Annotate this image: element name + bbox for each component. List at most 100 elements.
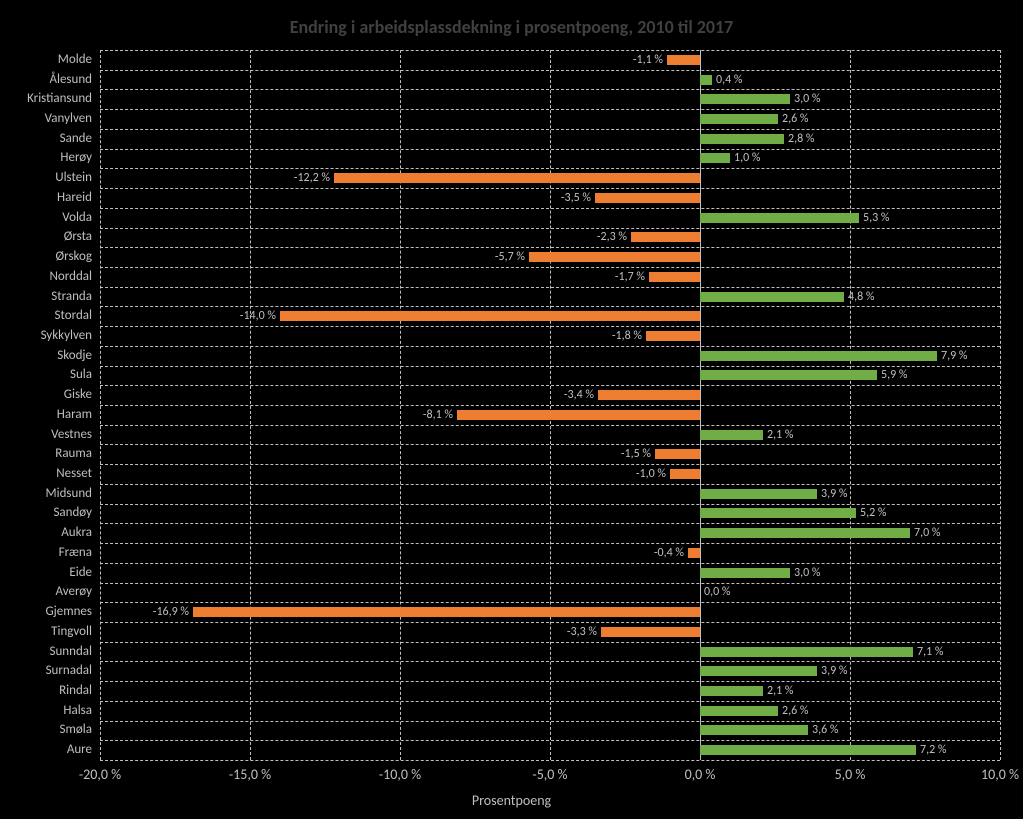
data-label: -3,5 % (561, 192, 591, 204)
data-label: -1,0 % (636, 468, 666, 480)
y-axis-label: Norddal (50, 271, 92, 283)
bar-positive (700, 647, 913, 657)
data-label: 7,2 % (920, 744, 946, 756)
y-gridline (100, 484, 1000, 485)
data-label: -5,7 % (495, 251, 525, 263)
y-gridline (100, 681, 1000, 682)
data-label: -14,0 % (240, 310, 276, 322)
bar-positive (700, 568, 790, 578)
data-label: 0,0 % (704, 586, 730, 598)
data-label: 2,8 % (788, 133, 814, 145)
x-axis-title: Prosentpoeng (0, 792, 1023, 809)
y-gridline (100, 425, 1000, 426)
y-axis-label: Rauma (55, 448, 92, 460)
y-axis-label: Ålesund (49, 74, 92, 86)
data-label: 3,0 % (794, 93, 820, 105)
bar-positive (700, 706, 778, 716)
bar-positive (700, 686, 763, 696)
y-gridline (100, 326, 1000, 327)
data-label: 5,2 % (860, 507, 886, 519)
y-gridline (100, 583, 1000, 584)
data-label: 2,6 % (782, 113, 808, 125)
bar-negative (688, 548, 700, 558)
y-axis-label: Surnadal (46, 665, 92, 677)
y-axis-label: Halsa (63, 705, 92, 717)
y-gridline (100, 50, 1000, 51)
bar-positive (700, 153, 730, 163)
x-tick-label: 5,0 % (835, 766, 866, 783)
y-axis-label: Ulstein (55, 172, 92, 184)
y-axis-label: Nesset (56, 468, 92, 480)
data-label: -1,7 % (615, 271, 645, 283)
bar-positive (700, 489, 817, 499)
y-axis-label: Skodje (57, 350, 92, 362)
y-gridline (100, 188, 1000, 189)
y-gridline (100, 760, 1000, 761)
x-tick-label: 10,0 % (981, 766, 1019, 783)
y-axis-label: Averøy (55, 586, 92, 598)
data-label: 3,9 % (821, 488, 847, 500)
y-axis-label: Hareid (57, 192, 92, 204)
bar-positive (700, 725, 808, 735)
y-axis-label: Sandøy (53, 507, 92, 519)
y-axis-label: Stranda (51, 291, 92, 303)
bar-positive (700, 75, 712, 85)
bar-negative (631, 232, 700, 242)
y-gridline (100, 287, 1000, 288)
bar-positive (700, 134, 784, 144)
data-label: 3,0 % (794, 567, 820, 579)
y-gridline (100, 740, 1000, 741)
chart-container: Endring i arbeidsplassdekning i prosentp… (0, 0, 1023, 819)
data-label: 4,8 % (848, 291, 874, 303)
bar-positive (700, 370, 877, 380)
bar-negative (193, 607, 700, 617)
y-gridline (100, 346, 1000, 347)
data-label: 2,1 % (767, 685, 793, 697)
bar-positive (700, 430, 763, 440)
y-gridline (100, 504, 1000, 505)
y-gridline (100, 543, 1000, 544)
y-axis-label: Eide (69, 567, 92, 579)
data-label: -3,4 % (564, 389, 594, 401)
bar-negative (649, 272, 700, 282)
y-gridline (100, 444, 1000, 445)
bar-positive (700, 528, 910, 538)
y-axis-label: Tingvoll (51, 626, 92, 638)
bar-negative (646, 331, 700, 341)
y-axis-label: Aukra (61, 527, 92, 539)
bar-negative (280, 311, 700, 321)
bar-positive (700, 292, 844, 302)
bar-negative (667, 55, 700, 65)
bar-negative (598, 390, 700, 400)
bar-negative (670, 469, 700, 479)
x-tick-label: -20,0 % (79, 766, 121, 783)
y-axis-label: Herøy (60, 152, 92, 164)
y-axis-label: Sykkylven (41, 330, 92, 342)
data-label: -1,5 % (621, 448, 651, 460)
x-tick-label: -5,0 % (532, 766, 567, 783)
y-gridline (100, 602, 1000, 603)
y-axis-label: Vestnes (51, 429, 92, 441)
y-axis-label: Ørskog (56, 251, 92, 263)
x-gridline (1000, 50, 1001, 760)
y-gridline (100, 523, 1000, 524)
y-axis-label: Haram (57, 409, 92, 421)
x-tick-label: 0,0 % (685, 766, 716, 783)
y-axis-labels: MoldeÅlesundKristiansundVanylvenSandeHer… (0, 50, 92, 760)
y-gridline (100, 701, 1000, 702)
y-axis-label: Giske (64, 389, 92, 401)
bar-negative (334, 173, 700, 183)
data-label: 5,3 % (863, 212, 889, 224)
y-axis-label: Sula (70, 369, 92, 381)
y-axis-label: Sunndal (49, 646, 92, 658)
y-gridline (100, 70, 1000, 71)
bar-negative (529, 252, 700, 262)
data-label: -0,4 % (654, 547, 684, 559)
data-label: 7,0 % (914, 527, 940, 539)
y-gridline (100, 267, 1000, 268)
data-label: -1,8 % (612, 330, 642, 342)
data-label: 3,6 % (812, 724, 838, 736)
y-axis-label: Fræna (59, 547, 92, 559)
y-axis-label: Midsund (45, 488, 92, 500)
bar-negative (601, 627, 700, 637)
